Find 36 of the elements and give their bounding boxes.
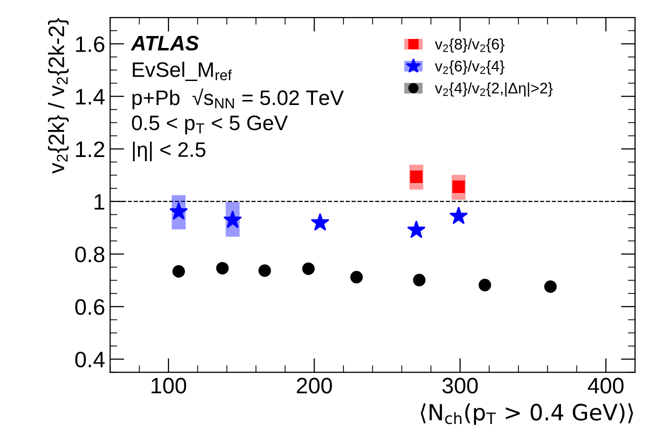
y-tick-label: 0.4 [75,352,105,368]
legend-label: v$_{2}${4}/v$_{2}${2,|Δη|>2} [434,82,553,97]
y-tick-label: 1 [94,194,104,210]
legend-label: v$_{2}${8}/v$_{2}${6} [434,38,504,53]
point [169,202,188,220]
x-axis-title: ⟨N$_{ch}$(p$_{T}$ > 0.4 GeV)⟩ [420,403,634,425]
point [478,278,492,292]
annotation: ATLAS [130,36,199,51]
point [413,274,426,286]
x-tick-label: 400 [588,378,624,394]
y-tick-label: 1.2 [76,141,104,157]
y-axis-title: v$_{2}${2k} / v$_{2}${2k-2} [48,18,69,174]
point [452,180,465,194]
annotation: 0.5 < p$_{T}$ < 5 GeV [132,116,288,134]
y-tick-label: 0.8 [75,246,104,262]
point [407,220,426,238]
point [350,270,363,284]
legend-label: v$_{2}${6}/v$_{2}${4} [434,60,504,75]
point [223,210,242,228]
y-tick-label: 0.6 [75,299,104,315]
annotation: p+Pb √s$_{NN}$ = 5.02 TeV [132,88,344,110]
point [258,264,271,277]
point [449,206,468,224]
x-tick-label: 200 [296,378,332,394]
point [410,170,423,184]
y-tick-label: 1.6 [76,36,104,52]
y-tick-label: 1.4 [76,89,105,104]
point [310,213,330,231]
point [302,262,315,276]
x-tick-label: 100 [152,378,186,394]
annotation: |η| < 2.5 [133,142,206,162]
annotation: EvSel_M$_{ref}$ [132,62,232,81]
x-tick-label: 300 [442,378,478,394]
point [172,265,185,278]
point [544,280,557,293]
point [216,262,229,274]
